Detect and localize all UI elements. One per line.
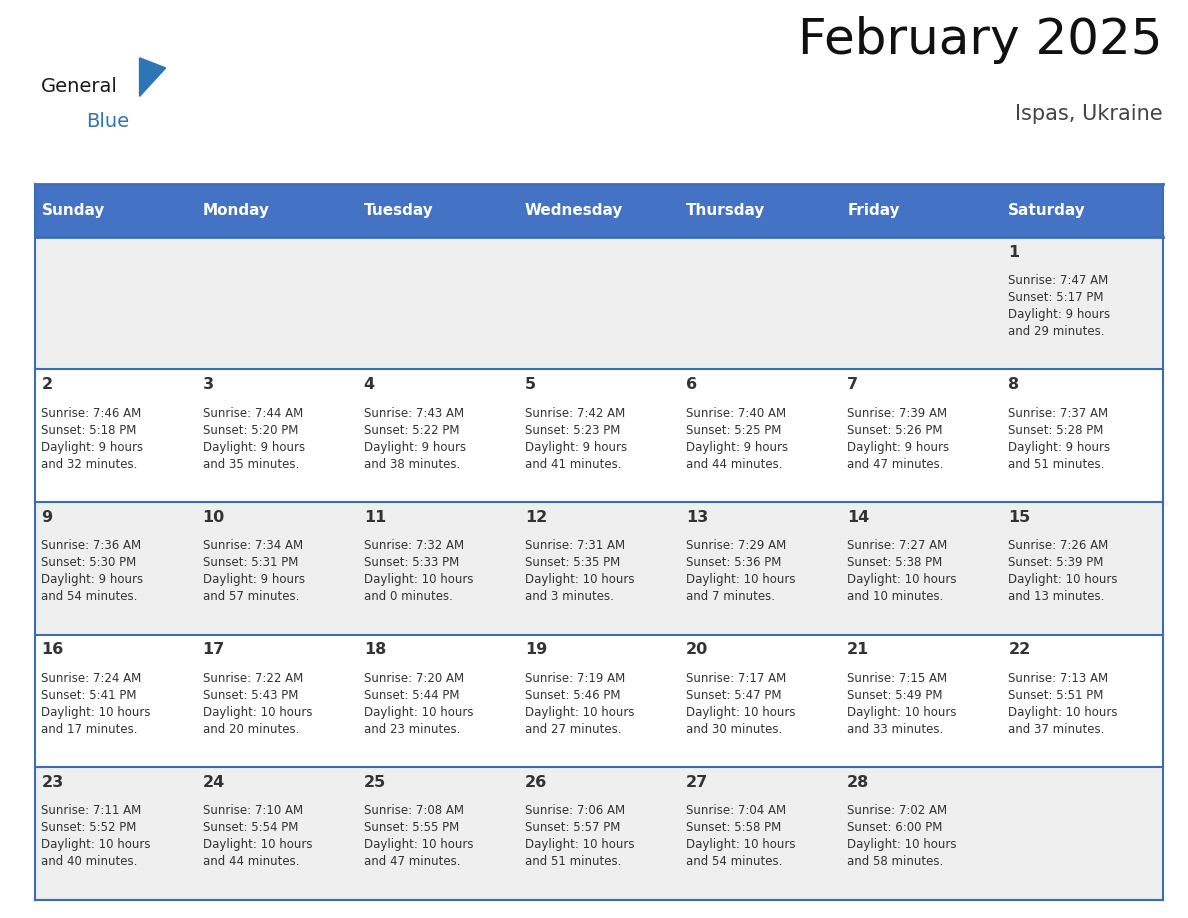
Text: Sunrise: 7:36 AM
Sunset: 5:30 PM
Daylight: 9 hours
and 54 minutes.: Sunrise: 7:36 AM Sunset: 5:30 PM Dayligh… [42,539,144,603]
Text: Sunrise: 7:29 AM
Sunset: 5:36 PM
Daylight: 10 hours
and 7 minutes.: Sunrise: 7:29 AM Sunset: 5:36 PM Dayligh… [685,539,796,603]
Text: 2: 2 [42,377,52,392]
Text: 11: 11 [364,509,386,525]
Text: 27: 27 [685,775,708,790]
Text: 9: 9 [42,509,52,525]
Text: Sunrise: 7:46 AM
Sunset: 5:18 PM
Daylight: 9 hours
and 32 minutes.: Sunrise: 7:46 AM Sunset: 5:18 PM Dayligh… [42,407,144,471]
Text: Ispas, Ukraine: Ispas, Ukraine [1016,104,1163,124]
Text: Blue: Blue [86,112,129,131]
Text: Sunrise: 7:11 AM
Sunset: 5:52 PM
Daylight: 10 hours
and 40 minutes.: Sunrise: 7:11 AM Sunset: 5:52 PM Dayligh… [42,804,151,868]
Text: 25: 25 [364,775,386,790]
Text: Sunrise: 7:10 AM
Sunset: 5:54 PM
Daylight: 10 hours
and 44 minutes.: Sunrise: 7:10 AM Sunset: 5:54 PM Dayligh… [203,804,312,868]
Text: Friday: Friday [847,203,899,218]
Text: Monday: Monday [203,203,270,218]
Text: 14: 14 [847,509,870,525]
Text: Sunrise: 7:47 AM
Sunset: 5:17 PM
Daylight: 9 hours
and 29 minutes.: Sunrise: 7:47 AM Sunset: 5:17 PM Dayligh… [1009,274,1111,338]
Text: Sunrise: 7:20 AM
Sunset: 5:44 PM
Daylight: 10 hours
and 23 minutes.: Sunrise: 7:20 AM Sunset: 5:44 PM Dayligh… [364,672,473,735]
Text: 15: 15 [1009,509,1030,525]
Text: Sunrise: 7:17 AM
Sunset: 5:47 PM
Daylight: 10 hours
and 30 minutes.: Sunrise: 7:17 AM Sunset: 5:47 PM Dayligh… [685,672,796,735]
Text: Sunrise: 7:19 AM
Sunset: 5:46 PM
Daylight: 10 hours
and 27 minutes.: Sunrise: 7:19 AM Sunset: 5:46 PM Dayligh… [525,672,634,735]
Bar [34,634,1163,767]
Text: Sunrise: 7:06 AM
Sunset: 5:57 PM
Daylight: 10 hours
and 51 minutes.: Sunrise: 7:06 AM Sunset: 5:57 PM Dayligh… [525,804,634,868]
Text: General: General [40,77,118,96]
Text: Sunrise: 7:22 AM
Sunset: 5:43 PM
Daylight: 10 hours
and 20 minutes.: Sunrise: 7:22 AM Sunset: 5:43 PM Dayligh… [203,672,312,735]
Text: 17: 17 [203,643,225,657]
Text: 4: 4 [364,377,375,392]
Bar [1001,184,1163,237]
Bar [34,184,196,237]
Text: Sunrise: 7:40 AM
Sunset: 5:25 PM
Daylight: 9 hours
and 44 minutes.: Sunrise: 7:40 AM Sunset: 5:25 PM Dayligh… [685,407,788,471]
Text: 3: 3 [203,377,214,392]
Bar [680,184,841,237]
Text: 20: 20 [685,643,708,657]
Text: Sunrise: 7:24 AM
Sunset: 5:41 PM
Daylight: 10 hours
and 17 minutes.: Sunrise: 7:24 AM Sunset: 5:41 PM Dayligh… [42,672,151,735]
Text: 13: 13 [685,509,708,525]
Bar [841,184,1001,237]
Text: Thursday: Thursday [685,203,765,218]
Text: Sunrise: 7:02 AM
Sunset: 6:00 PM
Daylight: 10 hours
and 58 minutes.: Sunrise: 7:02 AM Sunset: 6:00 PM Dayligh… [847,804,956,868]
Text: 23: 23 [42,775,64,790]
Bar [34,237,1163,369]
Text: 24: 24 [203,775,225,790]
Bar [34,369,1163,502]
Bar [34,767,1163,900]
Text: 28: 28 [847,775,870,790]
Text: Sunrise: 7:39 AM
Sunset: 5:26 PM
Daylight: 9 hours
and 47 minutes.: Sunrise: 7:39 AM Sunset: 5:26 PM Dayligh… [847,407,949,471]
Text: 10: 10 [203,509,225,525]
Text: Sunrise: 7:34 AM
Sunset: 5:31 PM
Daylight: 9 hours
and 57 minutes.: Sunrise: 7:34 AM Sunset: 5:31 PM Dayligh… [203,539,304,603]
Text: Sunrise: 7:31 AM
Sunset: 5:35 PM
Daylight: 10 hours
and 3 minutes.: Sunrise: 7:31 AM Sunset: 5:35 PM Dayligh… [525,539,634,603]
Text: 22: 22 [1009,643,1030,657]
Text: February 2025: February 2025 [798,17,1163,64]
Text: Sunrise: 7:26 AM
Sunset: 5:39 PM
Daylight: 10 hours
and 13 minutes.: Sunrise: 7:26 AM Sunset: 5:39 PM Dayligh… [1009,539,1118,603]
Text: Sunrise: 7:42 AM
Sunset: 5:23 PM
Daylight: 9 hours
and 41 minutes.: Sunrise: 7:42 AM Sunset: 5:23 PM Dayligh… [525,407,627,471]
Bar [358,184,518,237]
Text: Sunrise: 7:44 AM
Sunset: 5:20 PM
Daylight: 9 hours
and 35 minutes.: Sunrise: 7:44 AM Sunset: 5:20 PM Dayligh… [203,407,304,471]
Text: Sunrise: 7:27 AM
Sunset: 5:38 PM
Daylight: 10 hours
and 10 minutes.: Sunrise: 7:27 AM Sunset: 5:38 PM Dayligh… [847,539,956,603]
Text: 6: 6 [685,377,697,392]
Text: Saturday: Saturday [1009,203,1086,218]
Text: 12: 12 [525,509,548,525]
Text: 21: 21 [847,643,870,657]
Polygon shape [139,58,165,96]
Text: 26: 26 [525,775,548,790]
Text: 8: 8 [1009,377,1019,392]
Text: Sunrise: 7:37 AM
Sunset: 5:28 PM
Daylight: 9 hours
and 51 minutes.: Sunrise: 7:37 AM Sunset: 5:28 PM Dayligh… [1009,407,1111,471]
Text: Tuesday: Tuesday [364,203,434,218]
Text: Sunrise: 7:15 AM
Sunset: 5:49 PM
Daylight: 10 hours
and 33 minutes.: Sunrise: 7:15 AM Sunset: 5:49 PM Dayligh… [847,672,956,735]
Text: Sunday: Sunday [42,203,105,218]
Text: 19: 19 [525,643,548,657]
Bar [196,184,358,237]
Text: 16: 16 [42,643,64,657]
Bar [518,184,680,237]
Text: Sunrise: 7:04 AM
Sunset: 5:58 PM
Daylight: 10 hours
and 54 minutes.: Sunrise: 7:04 AM Sunset: 5:58 PM Dayligh… [685,804,796,868]
Text: Wednesday: Wednesday [525,203,624,218]
Text: 1: 1 [1009,245,1019,260]
Text: Sunrise: 7:08 AM
Sunset: 5:55 PM
Daylight: 10 hours
and 47 minutes.: Sunrise: 7:08 AM Sunset: 5:55 PM Dayligh… [364,804,473,868]
Text: 7: 7 [847,377,858,392]
Text: Sunrise: 7:32 AM
Sunset: 5:33 PM
Daylight: 10 hours
and 0 minutes.: Sunrise: 7:32 AM Sunset: 5:33 PM Dayligh… [364,539,473,603]
Bar [34,502,1163,634]
Text: Sunrise: 7:43 AM
Sunset: 5:22 PM
Daylight: 9 hours
and 38 minutes.: Sunrise: 7:43 AM Sunset: 5:22 PM Dayligh… [364,407,466,471]
Text: 18: 18 [364,643,386,657]
Text: Sunrise: 7:13 AM
Sunset: 5:51 PM
Daylight: 10 hours
and 37 minutes.: Sunrise: 7:13 AM Sunset: 5:51 PM Dayligh… [1009,672,1118,735]
Text: 5: 5 [525,377,536,392]
